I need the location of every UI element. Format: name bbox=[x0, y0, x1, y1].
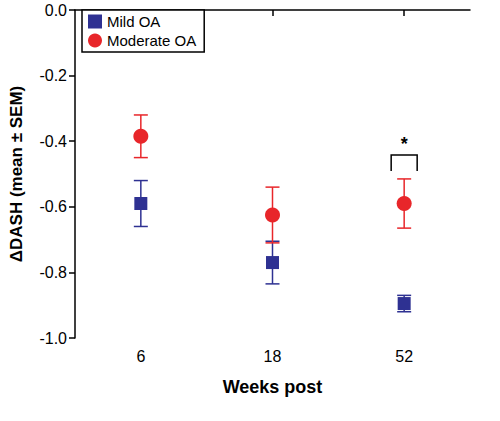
svg-text:52: 52 bbox=[395, 348, 413, 365]
svg-text:-0.2: -0.2 bbox=[39, 67, 67, 84]
svg-text:Moderate OA: Moderate OA bbox=[107, 32, 196, 49]
svg-text:-0.6: -0.6 bbox=[39, 198, 67, 215]
svg-text:*: * bbox=[401, 134, 408, 154]
svg-text:18: 18 bbox=[264, 348, 282, 365]
svg-text:6: 6 bbox=[136, 348, 145, 365]
svg-text:0.0: 0.0 bbox=[45, 2, 67, 19]
svg-text:-1.0: -1.0 bbox=[39, 330, 67, 347]
svg-text:Weeks post: Weeks post bbox=[223, 377, 323, 397]
svg-text:-0.8: -0.8 bbox=[39, 264, 67, 281]
svg-text:Mild OA: Mild OA bbox=[107, 13, 160, 30]
svg-text:-0.4: -0.4 bbox=[39, 133, 67, 150]
svg-text:ΔDASH (mean ± SEM): ΔDASH (mean ± SEM) bbox=[7, 86, 26, 262]
